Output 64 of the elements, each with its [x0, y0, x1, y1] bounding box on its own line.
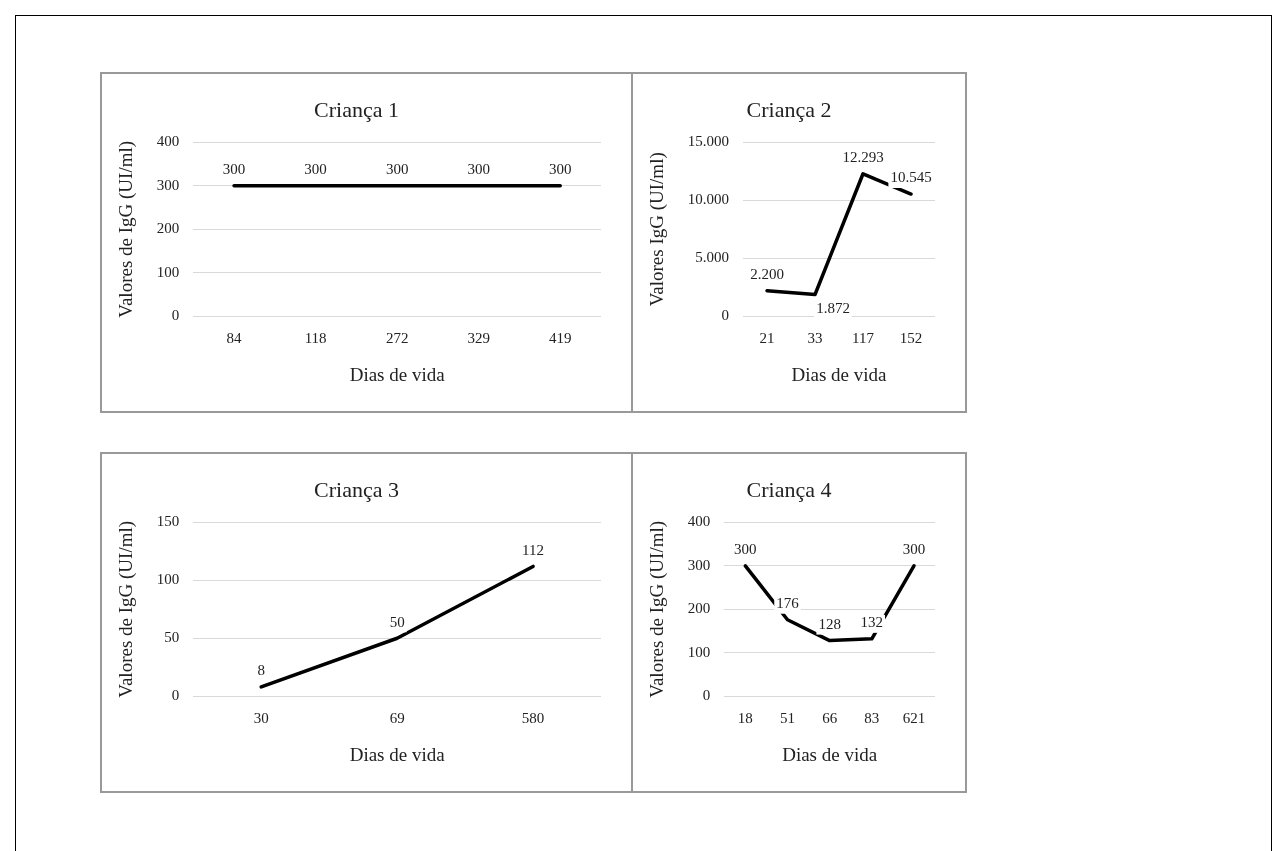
x-tick-label: 69: [389, 710, 405, 727]
data-label: 300: [548, 161, 572, 178]
y-tick-label: 0: [171, 687, 180, 704]
y-tick-label: 300: [156, 176, 180, 193]
data-label: 300: [222, 161, 246, 178]
data-label: 1.872: [816, 299, 850, 316]
x-tick-label: 580: [521, 710, 545, 727]
chart-title: Criança 4: [746, 476, 832, 502]
data-label: 2.200: [750, 266, 784, 283]
y-tick-label: 150: [156, 513, 180, 530]
data-label: 8: [257, 662, 265, 679]
x-tick-label: 152: [899, 330, 923, 347]
data-label: 112: [522, 541, 545, 558]
y-tick-label: 300: [687, 556, 711, 573]
data-label: 300: [902, 541, 926, 558]
x-tick-label: 621: [902, 710, 926, 727]
x-tick-label: 117: [852, 330, 875, 347]
x-tick-label: 51: [780, 710, 796, 727]
data-label: 300: [304, 161, 327, 178]
data-label: 50: [389, 613, 405, 630]
chart-title: Criança 3: [314, 476, 399, 502]
x-tick-label: 33: [807, 330, 823, 347]
x-tick-label: 419: [548, 330, 572, 347]
y-tick-label: 10.000: [687, 191, 730, 208]
x-tick-label: 21: [759, 330, 775, 347]
y-tick-label: 100: [156, 263, 180, 280]
y-tick-label: 15.000: [687, 133, 730, 150]
x-tick-label: 18: [737, 710, 753, 727]
x-tick-label: 329: [467, 330, 490, 347]
x-axis-title: Dias de vida: [791, 363, 888, 385]
x-axis-title: Dias de vida: [782, 743, 878, 765]
chart-title: Criança 1: [314, 96, 399, 122]
y-tick-label: 0: [721, 307, 730, 324]
y-tick-label: 400: [687, 513, 711, 530]
y-tick-label: 100: [687, 643, 711, 660]
x-tick-label: 118: [304, 330, 327, 347]
y-axis-title: Valores de IgG (UI/ml): [115, 520, 138, 698]
x-axis-title: Dias de vida: [349, 363, 446, 385]
y-tick-label: 5.000: [695, 249, 730, 266]
data-label: 128: [818, 616, 841, 633]
x-tick-label: 83: [864, 710, 880, 727]
data-label: 300: [385, 161, 409, 178]
x-tick-label: 84: [226, 330, 243, 347]
data-label: 12.293: [842, 149, 884, 166]
data-label: 300: [467, 161, 490, 178]
chart-title: Criança 2: [746, 96, 832, 122]
y-axis-title: Valores de IgG (UI/ml): [115, 140, 138, 318]
data-label: 132: [860, 614, 884, 631]
x-tick-label: 66: [822, 710, 838, 727]
x-axis-title: Dias de vida: [349, 743, 446, 765]
x-tick-label: 272: [385, 330, 409, 347]
data-label: 300: [734, 541, 757, 558]
y-tick-label: 100: [156, 571, 180, 588]
y-tick-label: 200: [156, 220, 180, 237]
data-label: 10.545: [890, 169, 932, 186]
y-tick-label: 200: [687, 600, 711, 617]
data-label: 176: [776, 595, 800, 612]
y-axis-title: Valores de IgG (UI/ml): [646, 520, 669, 698]
x-tick-label: 30: [253, 710, 269, 727]
y-tick-label: 50: [164, 629, 180, 646]
y-tick-label: 400: [156, 133, 180, 150]
y-tick-label: 0: [702, 687, 711, 704]
y-axis-title: Valores IgG (UI/ml): [646, 152, 669, 307]
y-tick-label: 0: [171, 307, 180, 324]
